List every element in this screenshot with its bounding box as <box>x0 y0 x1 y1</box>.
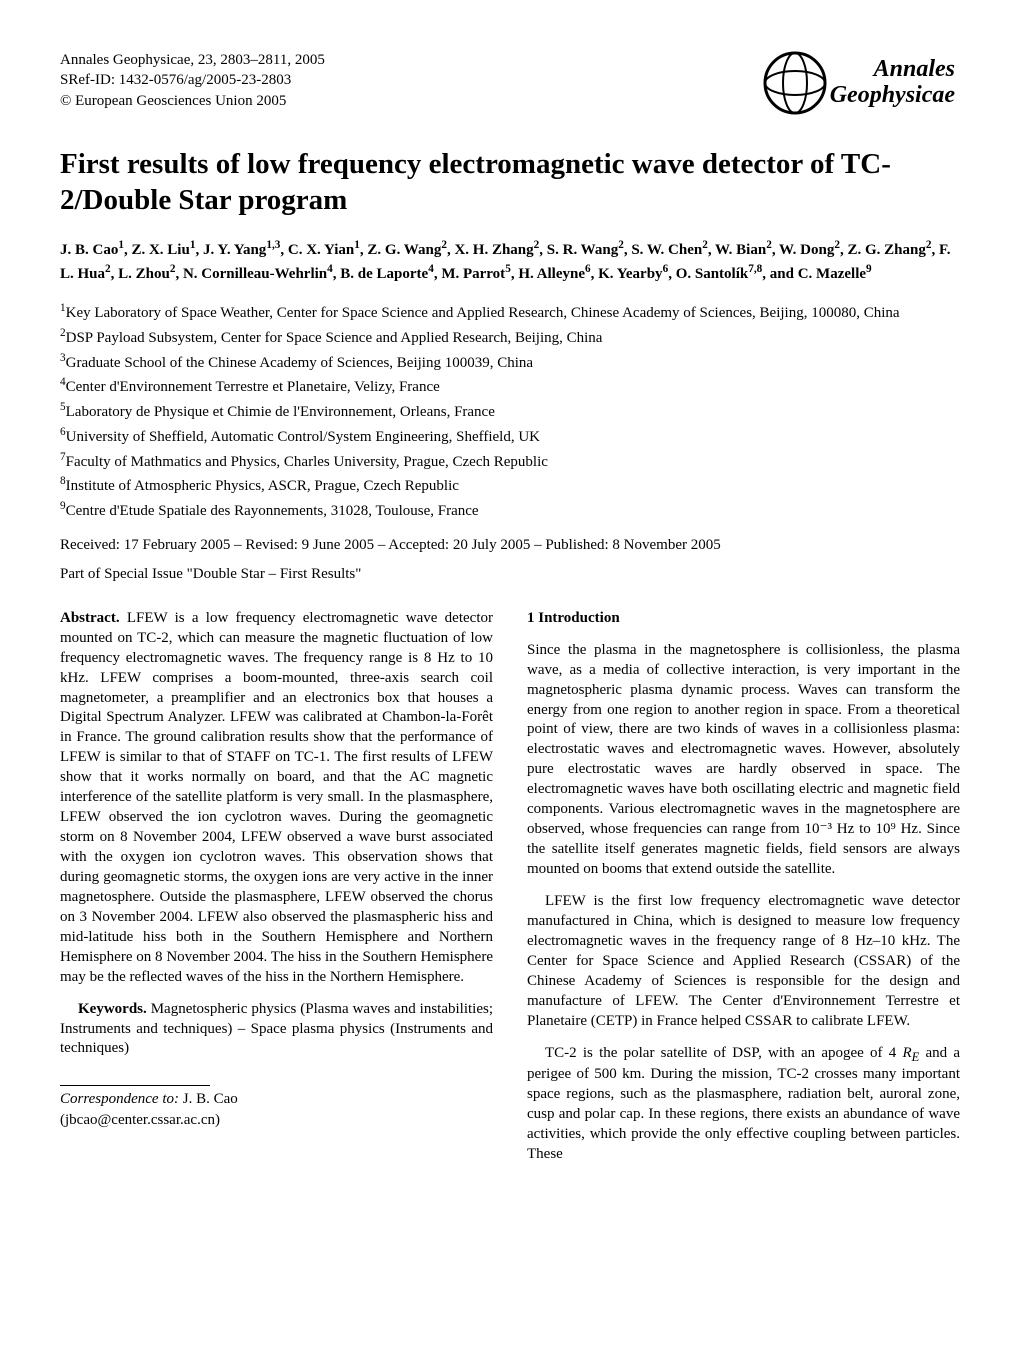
keywords: Keywords. Magnetospheric physics (Plasma… <box>60 1000 493 1060</box>
affiliation-3: 3Graduate School of the Chinese Academy … <box>60 350 960 375</box>
logo-text-bottom: Geophysicae <box>830 82 956 108</box>
abstract-body: LFEW is a low frequency electromagnetic … <box>60 610 493 985</box>
affiliation-4: 4Center d'Environnement Terrestre et Pla… <box>60 374 960 399</box>
correspondence-rule <box>60 1085 210 1086</box>
correspondence: Correspondence to: J. B. Cao (jbcao@cent… <box>60 1089 493 1130</box>
header-left: Annales Geophysicae, 23, 2803–2811, 2005… <box>60 50 325 111</box>
affiliation-5: 5Laboratory de Physique et Chimie de l'E… <box>60 399 960 424</box>
dates-line: Received: 17 February 2005 – Revised: 9 … <box>60 537 960 554</box>
two-column-body: Abstract. LFEW is a low frequency electr… <box>60 609 960 1177</box>
logo-text-top: Annales <box>872 56 955 82</box>
header-row: Annales Geophysicae, 23, 2803–2811, 2005… <box>60 50 960 116</box>
affiliation-9: 9Centre d'Etude Spatiale des Rayonnement… <box>60 498 960 523</box>
keywords-label: Keywords. <box>78 1001 147 1017</box>
correspondence-name: J. B. Cao <box>183 1091 238 1107</box>
title: First results of low frequency electroma… <box>60 146 960 219</box>
authors: J. B. Cao1, Z. X. Liu1, J. Y. Yang1,3, C… <box>60 237 960 287</box>
intro-heading: 1 Introduction <box>527 609 960 629</box>
intro-p2: LFEW is the first low frequency electrom… <box>527 892 960 1032</box>
abstract-label: Abstract. <box>60 610 120 626</box>
affiliation-7: 7Faculty of Mathmatics and Physics, Char… <box>60 449 960 474</box>
special-issue: Part of Special Issue "Double Star – Fir… <box>60 566 960 583</box>
affiliation-6: 6University of Sheffield, Automatic Cont… <box>60 424 960 449</box>
affiliation-1: 1Key Laboratory of Space Weather, Center… <box>60 300 960 325</box>
abstract: Abstract. LFEW is a low frequency electr… <box>60 609 493 988</box>
page: Annales Geophysicae, 23, 2803–2811, 2005… <box>0 0 1020 1217</box>
journal-line: Annales Geophysicae, 23, 2803–2811, 2005 <box>60 50 325 70</box>
copyright-line: © European Geosciences Union 2005 <box>60 91 325 111</box>
logo-svg: Annales Geophysicae <box>760 50 960 116</box>
correspondence-email: (jbcao@center.cssar.ac.cn) <box>60 1112 220 1128</box>
sref-line: SRef-ID: 1432-0576/ag/2005-23-2803 <box>60 70 325 90</box>
affiliation-8: 8Institute of Atmospheric Physics, ASCR,… <box>60 473 960 498</box>
intro-p1: Since the plasma in the magnetosphere is… <box>527 641 960 880</box>
intro-p3: TC-2 is the polar satellite of DSP, with… <box>527 1044 960 1165</box>
authors-list: J. B. Cao1, Z. X. Liu1, J. Y. Yang1,3, C… <box>60 242 951 283</box>
right-column: 1 Introduction Since the plasma in the m… <box>527 609 960 1177</box>
correspondence-label: Correspondence to: <box>60 1091 179 1107</box>
affiliations: 1Key Laboratory of Space Weather, Center… <box>60 300 960 523</box>
journal-logo: Annales Geophysicae <box>760 50 960 116</box>
affiliation-2: 2DSP Payload Subsystem, Center for Space… <box>60 325 960 350</box>
left-column: Abstract. LFEW is a low frequency electr… <box>60 609 493 1177</box>
